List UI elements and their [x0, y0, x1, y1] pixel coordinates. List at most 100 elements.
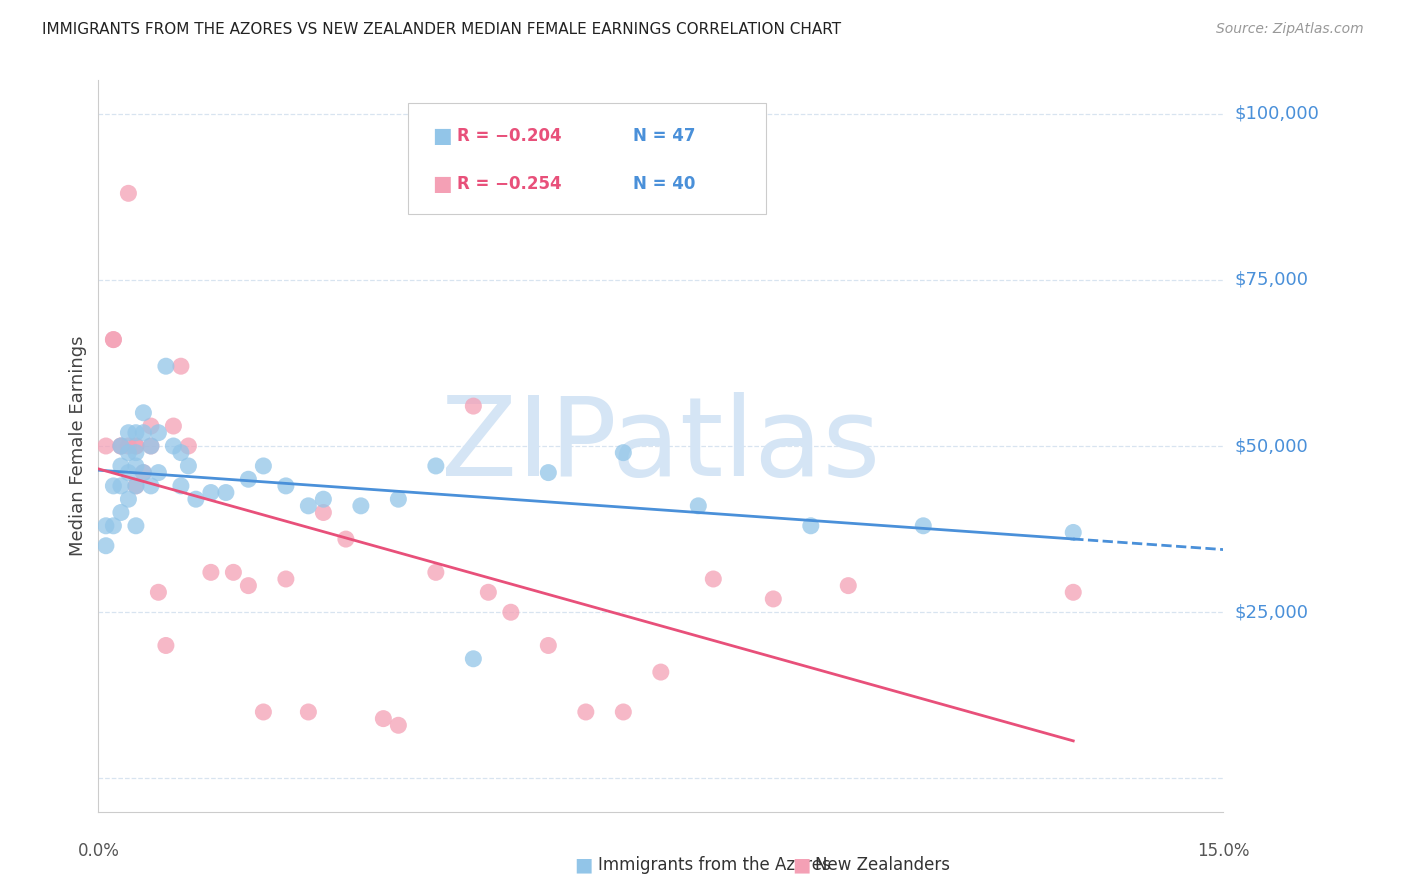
Point	[110, 439, 132, 453]
Point	[117, 425, 139, 440]
Point	[148, 585, 170, 599]
Point	[200, 485, 222, 500]
Point	[1062, 585, 1084, 599]
Point	[110, 458, 132, 473]
Text: ■: ■	[432, 126, 451, 145]
Text: ■: ■	[574, 855, 593, 875]
Point	[1062, 525, 1084, 540]
Point	[837, 579, 859, 593]
Point	[335, 532, 357, 546]
Point	[499, 605, 522, 619]
Point	[103, 333, 125, 347]
Point	[612, 445, 634, 459]
Point	[110, 506, 132, 520]
Point	[155, 639, 177, 653]
Point	[110, 439, 132, 453]
Point	[117, 186, 139, 201]
Point	[252, 705, 274, 719]
Point	[125, 458, 148, 473]
Point	[650, 665, 672, 679]
Point	[103, 479, 125, 493]
Point	[425, 566, 447, 580]
Point	[139, 439, 162, 453]
Point	[103, 333, 125, 347]
Point	[274, 479, 297, 493]
Point	[222, 566, 245, 580]
Text: New Zealanders: New Zealanders	[815, 856, 950, 874]
Point	[94, 539, 117, 553]
Point	[274, 572, 297, 586]
Text: ■: ■	[792, 855, 811, 875]
Point	[312, 506, 335, 520]
Point	[312, 492, 335, 507]
Point	[800, 518, 823, 533]
Point	[170, 445, 193, 459]
Point	[110, 479, 132, 493]
Point	[200, 566, 222, 580]
Point	[463, 652, 485, 666]
Point	[94, 439, 117, 453]
Point	[139, 479, 162, 493]
Point	[387, 718, 409, 732]
Point	[537, 639, 560, 653]
Point	[117, 445, 139, 459]
Point	[162, 439, 184, 453]
Text: Immigrants from the Azores: Immigrants from the Azores	[598, 856, 831, 874]
Point	[215, 485, 238, 500]
Point	[177, 458, 200, 473]
Text: N = 47: N = 47	[633, 127, 695, 145]
Point	[125, 425, 148, 440]
Point	[125, 518, 148, 533]
Y-axis label: Median Female Earnings: Median Female Earnings	[69, 335, 87, 557]
Point	[125, 479, 148, 493]
Point	[350, 499, 373, 513]
Point	[463, 399, 485, 413]
Text: $50,000: $50,000	[1234, 437, 1308, 455]
Point	[155, 359, 177, 374]
Text: 15.0%: 15.0%	[1197, 842, 1250, 860]
Point	[387, 492, 409, 507]
Point	[238, 472, 260, 486]
Text: R = −0.254: R = −0.254	[457, 175, 561, 193]
Point	[238, 579, 260, 593]
Point	[125, 445, 148, 459]
Point	[148, 425, 170, 440]
Text: N = 40: N = 40	[633, 175, 695, 193]
Point	[117, 492, 139, 507]
Text: ZIPatlas: ZIPatlas	[441, 392, 880, 500]
Point	[612, 705, 634, 719]
Point	[132, 425, 155, 440]
Point	[762, 591, 785, 606]
Text: $25,000: $25,000	[1234, 603, 1309, 621]
Point	[912, 518, 935, 533]
Point	[132, 466, 155, 480]
Point	[125, 479, 148, 493]
Text: $100,000: $100,000	[1234, 104, 1319, 122]
Point	[297, 499, 319, 513]
Point	[148, 466, 170, 480]
Point	[162, 419, 184, 434]
Point	[117, 466, 139, 480]
Text: ■: ■	[432, 174, 451, 194]
Point	[425, 458, 447, 473]
Point	[103, 518, 125, 533]
Point	[94, 518, 117, 533]
Point	[537, 466, 560, 480]
Point	[252, 458, 274, 473]
Point	[297, 705, 319, 719]
Point	[702, 572, 724, 586]
Point	[373, 712, 395, 726]
Point	[132, 406, 155, 420]
Point	[170, 479, 193, 493]
Point	[125, 439, 148, 453]
Point	[125, 439, 148, 453]
Point	[184, 492, 207, 507]
Point	[170, 359, 193, 374]
Point	[688, 499, 710, 513]
Text: Source: ZipAtlas.com: Source: ZipAtlas.com	[1216, 22, 1364, 37]
Point	[139, 439, 162, 453]
Point	[575, 705, 598, 719]
Text: IMMIGRANTS FROM THE AZORES VS NEW ZEALANDER MEDIAN FEMALE EARNINGS CORRELATION C: IMMIGRANTS FROM THE AZORES VS NEW ZEALAN…	[42, 22, 841, 37]
Point	[110, 439, 132, 453]
Point	[132, 466, 155, 480]
